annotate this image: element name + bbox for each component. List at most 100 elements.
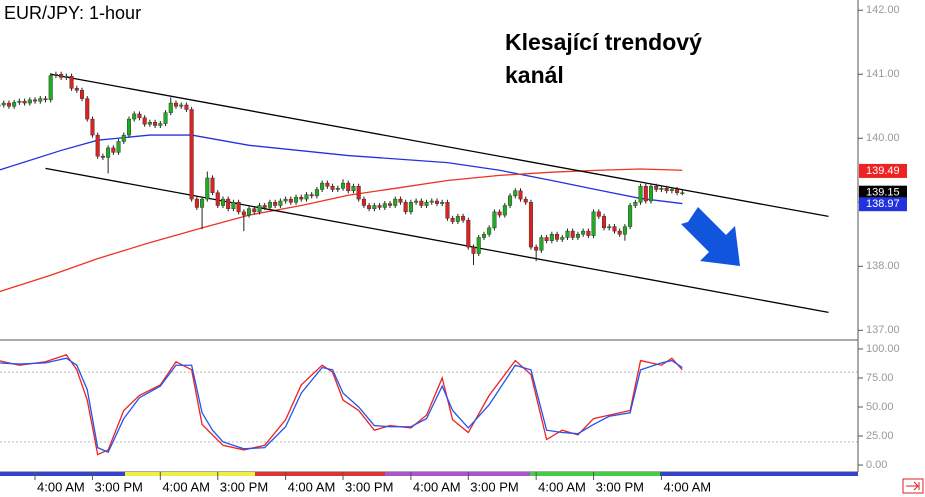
candle-body — [168, 102, 173, 113]
y-tick-label: 141.00 — [866, 68, 900, 80]
candle-body — [278, 200, 283, 206]
candle-body — [602, 216, 607, 229]
candle-body — [408, 202, 413, 213]
candle-body — [523, 198, 528, 203]
x-tick-label: 3:00 PM — [596, 479, 644, 494]
candle-body — [184, 104, 189, 110]
candle-body — [132, 113, 137, 120]
candle-body — [544, 237, 549, 241]
x-tick-label: 4:00 AM — [663, 479, 711, 494]
candle-body — [247, 208, 252, 216]
trend-line — [45, 167, 829, 314]
candle-body — [659, 188, 664, 190]
candle-body — [215, 192, 220, 206]
candle-body — [116, 141, 121, 153]
y-tick-label: 75.00 — [866, 372, 894, 384]
candle-body — [205, 177, 210, 200]
candle-body — [382, 203, 387, 208]
candle-body — [617, 230, 622, 235]
candle-body — [356, 186, 361, 200]
candle-body — [518, 190, 523, 200]
annotation-box: Klesající trendový kanál — [505, 29, 702, 88]
candle-body — [461, 216, 466, 221]
candle-body — [367, 205, 372, 209]
candle-body — [388, 203, 393, 206]
candle-body — [267, 202, 272, 208]
candle-body — [570, 230, 575, 238]
candle-body — [121, 134, 126, 142]
candle-body — [560, 237, 565, 240]
candle-body — [90, 118, 95, 136]
candle-body — [596, 211, 601, 217]
candle-body — [210, 177, 215, 193]
candle-body — [612, 226, 617, 232]
candle-body — [654, 186, 659, 190]
y-tick-label: 25.00 — [866, 430, 894, 442]
candle-body — [252, 208, 257, 213]
candle-body — [85, 98, 90, 120]
candle-body — [497, 211, 502, 216]
candle-body — [539, 237, 544, 251]
strip — [125, 472, 255, 476]
candle-body — [346, 182, 351, 191]
candle-body — [502, 205, 507, 216]
candle-body — [549, 234, 554, 241]
candle-body — [309, 194, 314, 197]
candle-body — [262, 205, 267, 208]
y-tick-label: 100.00 — [866, 343, 900, 355]
x-tick-label: 4:00 AM — [538, 479, 586, 494]
candle-body — [288, 198, 293, 203]
x-tick-label: 4:00 AM — [413, 479, 461, 494]
candle-body — [74, 88, 79, 91]
annotation: Klesající trendový kanál — [505, 29, 702, 88]
x-tick-label: 3:00 PM — [94, 479, 142, 494]
candle-body — [565, 230, 570, 238]
candle-body — [440, 202, 445, 204]
candle-body — [466, 220, 471, 248]
candle-body — [163, 112, 168, 124]
candle-body — [220, 198, 225, 206]
y-tick-label: 137.00 — [866, 324, 900, 336]
price-tag-label: 138.97 — [866, 198, 900, 210]
candle-body — [445, 202, 450, 219]
price-tag — [859, 185, 907, 200]
candle-body — [680, 192, 685, 194]
plot-area — [0, 71, 858, 456]
candle-body — [534, 246, 539, 251]
candle-body — [581, 230, 586, 235]
down-arrow — [681, 207, 740, 266]
x-tick-label: 3:00 PM — [345, 479, 393, 494]
candle-body — [669, 189, 674, 191]
stochastic-line — [0, 357, 683, 454]
candle-body — [48, 75, 53, 101]
candle-body — [80, 90, 85, 99]
candle-body — [17, 100, 22, 103]
candle-body — [393, 198, 398, 206]
candle-body — [471, 246, 476, 254]
candle-body — [12, 102, 17, 107]
candle-body — [586, 230, 591, 236]
candle-body — [664, 188, 669, 191]
strip — [0, 472, 125, 476]
candle-body — [294, 196, 299, 203]
candle-body — [455, 216, 460, 222]
strip — [660, 472, 858, 476]
candle-body — [638, 186, 643, 203]
candle-body — [236, 202, 241, 213]
session-strip — [0, 472, 858, 476]
candle-body — [22, 100, 27, 104]
candle-body — [111, 147, 116, 153]
candle-body — [429, 200, 434, 203]
candle-body — [33, 99, 38, 102]
candle-body — [643, 186, 648, 202]
candle-body — [513, 190, 518, 197]
candle-body — [194, 198, 199, 208]
chart-title: EUR/JPY: 1-hour — [4, 3, 141, 23]
x-tick-label: 4:00 AM — [162, 479, 210, 494]
candle-body — [200, 198, 205, 208]
candle-body — [320, 182, 325, 190]
candle-body — [424, 202, 429, 206]
y-tick-label: 0.00 — [866, 459, 887, 471]
candle-body — [377, 205, 382, 208]
